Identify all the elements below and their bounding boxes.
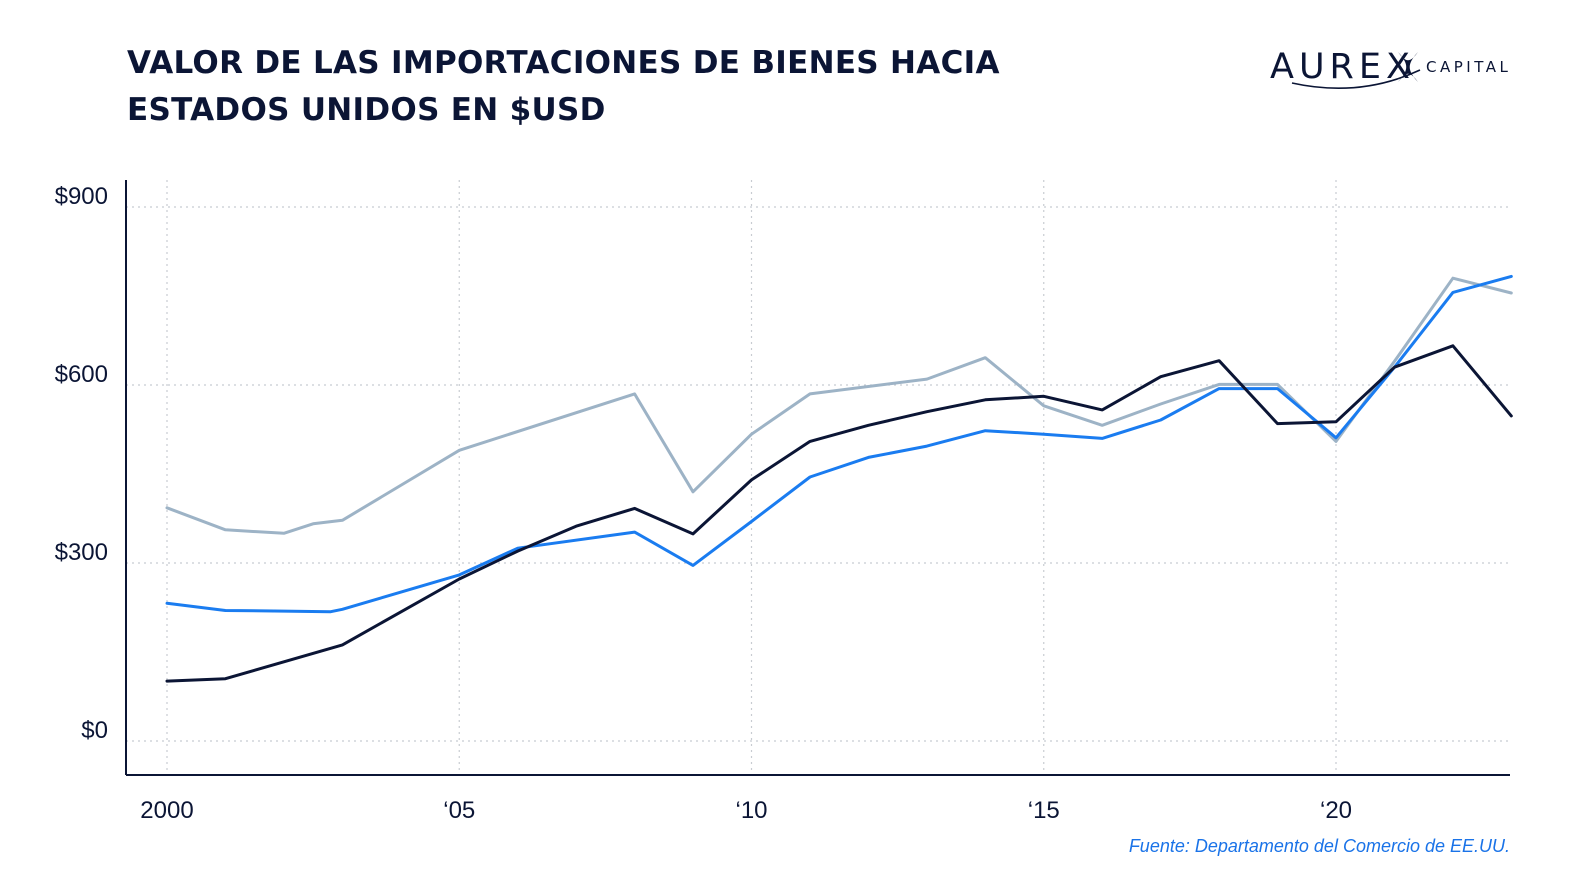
chart-title-line-1: VALOR DE LAS IMPORTACIONES DE BIENES HAC…: [127, 45, 1000, 81]
y-tick-label: $600: [55, 361, 108, 388]
x-tick-label: ‘15: [1028, 797, 1060, 824]
tick-label-layer: $0 $300 $600 $900 2000 ‘05 ‘10 ‘15 ‘20: [55, 183, 1352, 824]
series-line-1: [165, 276, 1513, 535]
y-tick-label: $900: [55, 183, 108, 210]
aurex-capital-logo: AUREX CAPITAL: [1270, 47, 1511, 90]
series-line-3: [165, 344, 1513, 683]
series-line-2: [165, 274, 1513, 614]
logo-star-icon: [1398, 52, 1418, 82]
series-layer: [165, 274, 1513, 683]
grid-layer: [126, 180, 1510, 775]
y-tick-label: $300: [55, 539, 108, 566]
source-note: Fuente: Departamento del Comercio de EE.…: [1128, 836, 1510, 856]
axis-layer: [125, 180, 1510, 776]
logo-swoosh: [1291, 69, 1421, 90]
chart-title-line-2: ESTADOS UNIDOS EN $USD: [127, 92, 606, 128]
y-tick-label: $0: [81, 717, 108, 744]
chart-title: VALOR DE LAS IMPORTACIONES DE BIENES HAC…: [127, 40, 1127, 134]
logo-word: AUREX: [1270, 47, 1415, 87]
logo-sub: CAPITAL: [1426, 58, 1511, 76]
x-tick-label: ‘20: [1320, 797, 1352, 824]
x-tick-label: ‘05: [443, 797, 475, 824]
x-tick-label: ‘10: [735, 797, 767, 824]
x-tick-label: 2000: [140, 797, 193, 824]
